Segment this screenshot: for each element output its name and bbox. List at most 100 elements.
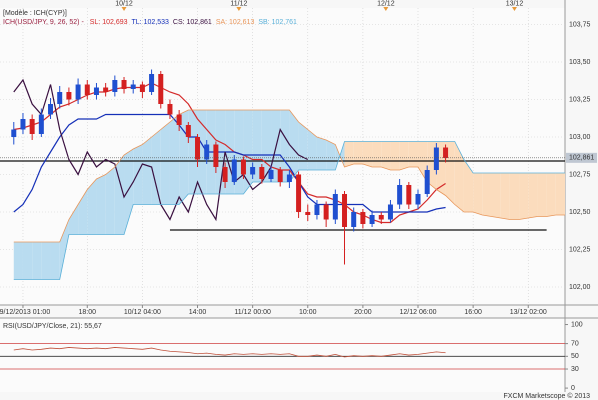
cloud-fill: [546, 173, 556, 217]
candle-body: [158, 74, 164, 104]
candle-body: [112, 80, 118, 92]
plot-layer: 103,75 103,50 103,25 103,00 102,75 102,50 102,…: [0, 0, 597, 392]
candle-body: [66, 92, 72, 100]
date-marker-label: 13/12: [506, 0, 524, 7]
candle-body: [259, 167, 265, 179]
candle-body: [176, 114, 182, 125]
x-tick-label: 14:00: [189, 309, 207, 316]
candle-body: [57, 92, 63, 104]
candle-body: [240, 159, 246, 175]
candle-body: [332, 194, 338, 220]
cloud-fill: [473, 173, 483, 215]
x-tick-label: 10/12 04:00: [124, 309, 161, 316]
candle-body: [415, 194, 421, 205]
cloud-fill: [252, 110, 262, 182]
y-tick-label: 102,75: [569, 171, 591, 178]
cloud-fill: [87, 179, 97, 235]
candle-body: [268, 170, 274, 179]
candle-body: [121, 80, 127, 89]
x-tick-label: 16:00: [464, 309, 482, 316]
cloud-fill: [142, 137, 152, 205]
cloud-fill: [344, 141, 354, 167]
date-marker: [121, 7, 127, 11]
candle-body: [29, 119, 35, 134]
footer: FXCM Marketscope © 2013: [504, 392, 591, 400]
candle-body: [185, 125, 191, 137]
candle-body: [378, 215, 384, 220]
cloud-fill: [261, 110, 272, 182]
legend-entry: SL: 102,693: [90, 19, 128, 26]
cloud-fill: [316, 137, 327, 170]
indicator-label: ICH(USD/JPY, 9, 26, 52) -: [3, 19, 84, 26]
cloud-fill: [32, 242, 42, 280]
rsi-panel: [0, 318, 565, 392]
candle-body: [323, 204, 329, 220]
cloud-fill: [289, 110, 299, 182]
cloud-fill: [399, 141, 409, 170]
cloud-fill: [390, 141, 400, 170]
cloud-fill: [197, 110, 207, 194]
candle-body: [204, 144, 210, 160]
cloud-fill: [50, 242, 60, 280]
last-price-box: [566, 152, 597, 163]
cloud-fill: [96, 174, 106, 235]
rsi-label: RSI(USD/JPY/Close, 21): 55,67: [3, 323, 102, 330]
candle-body: [443, 147, 449, 158]
cloud-fill: [169, 114, 180, 205]
candle-body: [277, 170, 283, 182]
cloud-fill: [160, 122, 170, 205]
x-tick-label: 20:00: [354, 309, 372, 316]
cloud-fill: [528, 173, 538, 218]
cloud-fill: [105, 167, 115, 235]
last-price-label: 102,861: [569, 155, 594, 162]
y-tick-label: 70: [571, 340, 579, 347]
cloud-fill: [381, 141, 391, 170]
candle-body: [296, 174, 302, 212]
candle-body: [387, 204, 393, 220]
date-marker-label: 10/12: [115, 0, 133, 7]
cloud-fill: [555, 173, 565, 215]
date-marker: [511, 7, 517, 11]
y-tick-label: 50: [571, 353, 579, 360]
rsi-line: [13, 347, 446, 358]
candle-body: [314, 204, 320, 215]
y-tick-label: 30: [571, 366, 579, 373]
date-marker-label: 11/12: [230, 0, 247, 7]
candle-body: [351, 212, 357, 227]
candle-body: [130, 84, 136, 89]
cloud-fill: [537, 173, 547, 217]
candle-body: [231, 159, 237, 182]
x-tick-label: 18:00: [79, 309, 97, 316]
cloud-fill: [124, 149, 134, 235]
candle-body: [250, 167, 256, 175]
y-tick-label: 102,25: [569, 246, 591, 253]
indicator-line: [13, 109, 565, 243]
x-tick-label: 09/12/2013 01:00: [0, 309, 50, 316]
cloud-fill: [151, 129, 161, 205]
cloud-fill: [408, 141, 419, 167]
candle-body: [213, 144, 219, 167]
candle-body: [222, 167, 228, 182]
cloud-fill: [353, 141, 363, 164]
candle-body: [103, 87, 109, 92]
candle-body: [167, 104, 173, 115]
legend: ICH(USD/JPY, 9, 26, 52) - SL: 102,693 TL:…: [3, 19, 297, 26]
candle-body: [38, 114, 44, 134]
candle-body: [424, 170, 430, 194]
cloud-fill: [362, 141, 373, 167]
legend-entry: TL: 102,533: [132, 19, 169, 26]
cloud-fill: [41, 242, 51, 280]
cloud-fill: [114, 155, 125, 235]
cloud-fill: [454, 141, 464, 212]
legend-title: [Modèle : ICH(CYP)]: [3, 10, 67, 17]
date-marker: [383, 7, 389, 11]
cloud-fill: [509, 173, 520, 220]
candle-body: [20, 119, 26, 130]
candle-body: [433, 147, 439, 170]
candle-body: [286, 174, 292, 182]
cloud-fill: [491, 173, 501, 218]
candle-body: [305, 212, 311, 215]
candle-body: [75, 84, 81, 100]
candle-body: [369, 215, 375, 224]
